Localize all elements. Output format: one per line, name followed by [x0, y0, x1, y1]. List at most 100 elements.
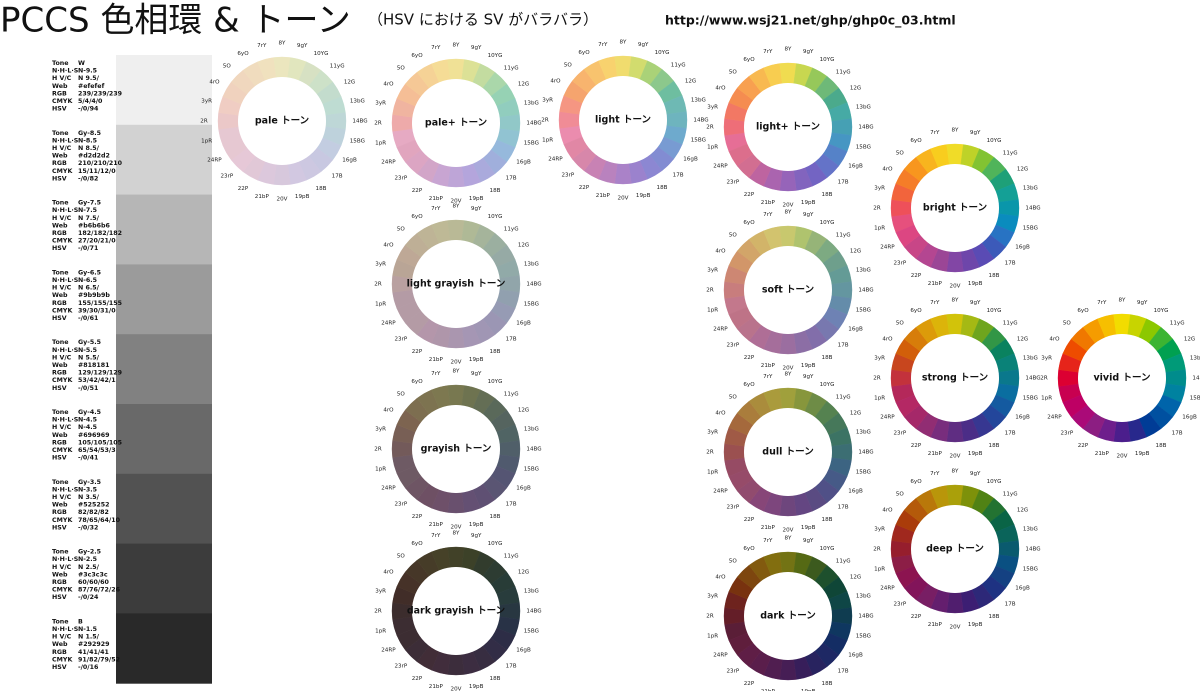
hue-label: 1pR: [375, 467, 386, 473]
hue-label: 7rY: [930, 471, 940, 477]
field-value: 65/54/53/3: [78, 447, 116, 454]
hue-label: 24RP: [381, 486, 396, 492]
field-label: RGB: [52, 370, 67, 377]
hue-label: 12G: [685, 79, 696, 85]
hue-label: 21bP: [761, 525, 776, 531]
hue-label: 15BG: [856, 145, 871, 151]
hue-label: 3yR: [375, 588, 386, 594]
hue-label: 22P: [911, 443, 922, 449]
hue-label: 13bG: [524, 588, 539, 594]
field-value: 182/182/182: [78, 230, 122, 237]
field-value: 91/82/79/52: [78, 656, 120, 663]
field-value: N 5.5/: [78, 354, 100, 361]
hue-label: 8Y: [453, 204, 461, 210]
hue-label: 23rP: [726, 505, 739, 511]
hue-segment: [666, 111, 688, 129]
field-label: H V/C: [52, 494, 72, 501]
hue-label: 3yR: [707, 593, 718, 599]
hue-label: 9gY: [1137, 300, 1148, 306]
hue-label: 24RP: [381, 648, 396, 654]
field-label: RGB: [52, 300, 67, 307]
hue-label: 4rO: [882, 508, 893, 514]
hue-label: 4rO: [715, 575, 726, 581]
gray-swatch: [116, 404, 212, 475]
hue-label: 13bG: [856, 104, 871, 110]
hue-segment: [447, 166, 465, 188]
hue-label: 23rP: [726, 343, 739, 349]
hue-label: 6yO: [1077, 308, 1089, 314]
hue-label: 3yR: [542, 97, 553, 103]
hue-label: 18B: [822, 355, 833, 361]
gray-swatch: [116, 55, 212, 126]
hue-label: 8Y: [453, 43, 461, 49]
hue-segment: [723, 607, 745, 625]
hue-segment: [779, 495, 797, 517]
hue-label: 7rY: [431, 371, 441, 377]
hue-label: 3yR: [874, 355, 885, 361]
field-label: N·H·L·S: [52, 347, 79, 354]
field-label: Web: [52, 571, 68, 578]
hue-segment: [217, 112, 239, 130]
field-value: W: [78, 60, 85, 67]
gray-swatch: [116, 124, 212, 196]
hue-label: 3yR: [874, 185, 885, 191]
hue-label: 10YG: [488, 53, 503, 59]
field-label: CMYK: [52, 656, 73, 663]
hue-label: 19pB: [801, 363, 816, 369]
hue-label: 21bP: [429, 196, 444, 202]
hue-label: 23rP: [220, 174, 233, 180]
hue-label: 10YG: [655, 50, 670, 56]
hue-segment: [779, 170, 797, 192]
hue-label: 7rY: [431, 45, 441, 51]
hue-label: 13bG: [524, 261, 539, 267]
field-value: N 2.5/: [78, 564, 100, 571]
hue-label: 1pR: [201, 139, 212, 145]
hue-label: 14BG: [693, 118, 708, 124]
hue-label: 13bG: [524, 100, 539, 106]
hue-label: 2R: [706, 125, 714, 131]
hue-label: 20V: [950, 284, 961, 290]
hue-label: 21bP: [928, 451, 943, 457]
hue-label: 24RP: [713, 653, 728, 659]
hue-label: 20V: [783, 203, 794, 209]
field-value: N-8.5: [78, 137, 97, 144]
gray-swatch: [116, 334, 212, 405]
hue-label: 24RP: [713, 327, 728, 333]
hue-segment: [946, 313, 964, 335]
hue-label: 2R: [200, 119, 208, 125]
field-label: HSV: [52, 245, 67, 252]
hue-label: 7rY: [763, 212, 773, 218]
field-value: 5/4/4/0: [78, 98, 103, 105]
hue-label: 18B: [822, 517, 833, 523]
hue-label: 1pR: [375, 302, 386, 308]
hue-label: 5O: [223, 63, 232, 69]
hue-label: 22P: [412, 676, 423, 682]
hue-segment: [779, 659, 797, 681]
hue-label: 21bP: [761, 363, 776, 369]
hue-label: 11yG: [1003, 491, 1018, 497]
hue-label: 8Y: [453, 531, 461, 537]
hue-label: 11yG: [504, 65, 519, 71]
field-value: 39/30/31/0: [78, 307, 116, 314]
field-label: CMYK: [52, 98, 73, 105]
field-label: Web: [52, 502, 68, 509]
hue-label: 16gB: [516, 160, 531, 166]
wheel-name: light+ トーン: [756, 122, 820, 133]
hue-segment: [447, 58, 465, 80]
hue-label: 9gY: [471, 206, 482, 212]
field-label: H V/C: [52, 564, 72, 571]
hue-label: 23rP: [726, 180, 739, 186]
hue-label: 2R: [374, 282, 382, 288]
hue-label: 17B: [506, 337, 517, 343]
hue-label: 24RP: [548, 157, 563, 163]
hue-label: 5O: [397, 391, 406, 397]
hue-label: 11yG: [504, 391, 519, 397]
hue-label: 11yG: [1003, 320, 1018, 326]
hue-label: 23rP: [561, 173, 574, 179]
hue-label: 24RP: [880, 245, 895, 251]
hue-label: 15BG: [524, 467, 539, 473]
hue-label: 1pR: [375, 629, 386, 635]
